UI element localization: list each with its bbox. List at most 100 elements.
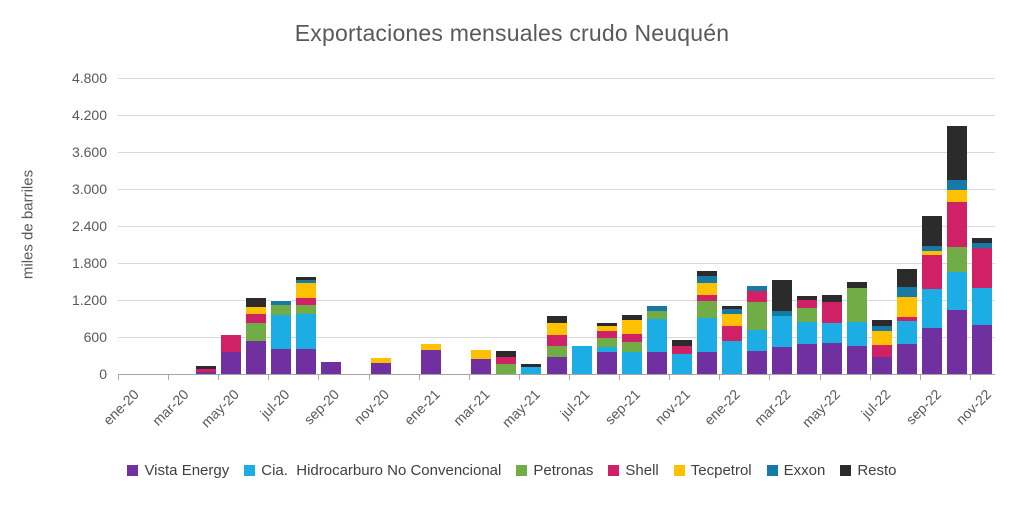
x-tick-label: mar-21: [449, 386, 493, 429]
legend-item: Exxon: [766, 462, 825, 479]
bar-segment-shell: [245, 313, 266, 324]
bar-segment-resto: [671, 340, 692, 346]
bar-segment-cia: [772, 316, 792, 348]
bar-segment-petronas: [596, 337, 617, 347]
bar-may-22: [822, 295, 843, 374]
bar-segment-exxon: [270, 301, 291, 305]
x-tick-label: jul-21: [557, 386, 593, 422]
bar-segment-resto: [195, 366, 216, 370]
bar-nov-22: [972, 237, 993, 374]
bar-segment-vista: [972, 325, 993, 374]
bar-segment-vista: [270, 349, 291, 374]
bar-segment-tecpetrol: [696, 283, 717, 296]
bar-nov-21: [671, 340, 692, 374]
x-tick-label: sep-22: [902, 386, 944, 428]
x-tick-label: ene-20: [99, 386, 142, 429]
bar-segment-tecpetrol: [947, 190, 968, 202]
bar-segment-vista: [746, 350, 767, 374]
x-tick-label: ene-21: [400, 386, 443, 429]
bar-segment-vista: [596, 351, 617, 374]
bar-segment-resto: [972, 237, 993, 243]
legend-label: Resto: [857, 462, 897, 479]
bar-segment-tecpetrol: [872, 330, 893, 346]
x-tick-label: jul-20: [256, 386, 293, 422]
legend-swatch-icon: [673, 465, 685, 476]
bar-segment-exxon: [897, 287, 918, 297]
bar-segment-resto: [496, 350, 517, 358]
bar-segment-cia: [521, 366, 542, 374]
legend-item: Resto: [840, 462, 897, 479]
bar-segment-petronas: [646, 311, 667, 319]
bar-feb-22: [746, 285, 767, 374]
bar-segment-vista: [822, 343, 843, 374]
bar-segment-shell: [947, 201, 968, 247]
bar-segment-vista: [872, 356, 893, 374]
gridline: [118, 77, 995, 79]
bar-segment-vista: [696, 351, 717, 374]
bar-segment-petronas: [696, 300, 717, 318]
bar-segment-resto: [947, 125, 968, 181]
bar-oct-21: [646, 306, 667, 374]
y-tick-label: 600: [83, 329, 107, 345]
bar-nov-20: [371, 357, 392, 374]
bar-abr-21: [496, 350, 517, 374]
bar-segment-vista: [646, 352, 667, 374]
x-tick-label: may-21: [498, 386, 543, 431]
bar-segment-shell: [696, 295, 717, 301]
bar-segment-resto: [897, 269, 918, 288]
bar-jun-22: [847, 281, 868, 374]
bar-segment-petronas: [621, 341, 642, 353]
legend-label: Petronas: [533, 462, 594, 479]
bar-segment-resto: [521, 363, 542, 367]
bar-segment-tecpetrol: [295, 283, 316, 298]
bar-segment-vista: [797, 344, 818, 374]
bar-segment-vista: [421, 349, 442, 374]
bar-segment-resto: [872, 320, 893, 326]
bar-segment-shell: [922, 254, 943, 290]
bar-segment-vista: [371, 362, 392, 374]
bar-segment-vista: [847, 345, 868, 374]
bar-segment-shell: [621, 333, 642, 342]
bar-segment-petronas: [270, 304, 291, 315]
bar-segment-petronas: [746, 301, 767, 330]
bar-segment-exxon: [696, 276, 717, 284]
bar-ago-20: [295, 277, 316, 374]
x-axis-tick: [268, 375, 270, 380]
x-tick-label: sep-20: [300, 386, 343, 428]
y-tick-label: 2.400: [71, 218, 107, 234]
gridline: [118, 151, 995, 153]
bar-segment-resto: [721, 305, 742, 309]
x-axis-tick: [719, 375, 721, 380]
bar-segment-vista: [947, 309, 968, 374]
x-tick-label: mar-20: [149, 386, 192, 429]
bar-segment-resto: [245, 298, 266, 308]
bar-segment-cia: [972, 287, 993, 326]
bar-segment-vista: [897, 344, 918, 374]
bar-segment-exxon: [972, 242, 993, 249]
gridline: [118, 299, 995, 301]
bar-segment-shell: [671, 345, 692, 354]
bar-segment-vista: [195, 371, 216, 374]
bar-segment-cia: [797, 321, 818, 345]
x-axis-tick: [969, 375, 971, 380]
bar-segment-petronas: [797, 308, 818, 322]
bar-segment-vista: [546, 356, 567, 374]
bar-segment-shell: [822, 301, 843, 323]
legend-swatch-icon: [608, 465, 620, 476]
y-tick-label: 1.200: [71, 292, 107, 308]
bar-segment-shell: [721, 325, 742, 342]
bar-segment-exxon: [922, 245, 943, 251]
bar-segment-shell: [546, 335, 567, 347]
x-axis-tick: [368, 375, 370, 380]
y-axis-title: miles de barriles: [19, 169, 37, 280]
bar-segment-resto: [546, 316, 567, 323]
bar-segment-cia: [721, 341, 742, 374]
bar-segment-petronas: [295, 304, 316, 315]
x-tick-label: nov-22: [952, 386, 994, 428]
x-axis-tick: [869, 375, 871, 380]
x-axis-tick: [318, 375, 320, 380]
bar-jul-21: [571, 346, 592, 374]
chart-title: Exportaciones mensuales crudo Neuquén: [294, 20, 730, 46]
x-axis-tick: [518, 375, 520, 380]
